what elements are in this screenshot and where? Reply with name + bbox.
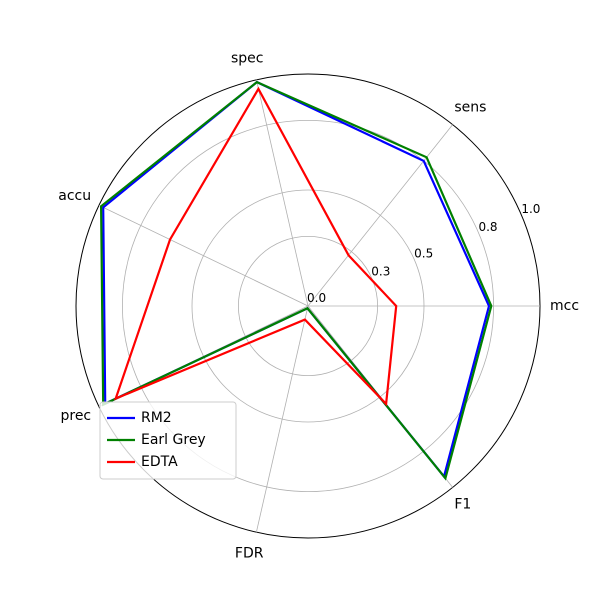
axis-label-mcc: mcc [550,298,579,314]
legend-item: Earl Grey [107,432,206,448]
spoke-fdr [255,305,309,533]
series-line-earl-grey [99,80,493,481]
axis-label-sens: sens [454,99,486,115]
axis-label-prec: prec [60,408,91,424]
tick-label: 1.0 [521,202,540,216]
legend: RM2 Earl Grey EDTA [99,401,237,480]
legend-item: RM2 [107,410,172,426]
legend-label: RM2 [141,410,172,426]
legend-item: EDTA [107,454,178,470]
tick-label: 0.3 [371,264,390,278]
radial-tick-labels: 0.0 0.3 0.5 0.8 1.0 [307,202,540,305]
axis-label-accu: accu [58,188,91,204]
data-series [99,80,493,481]
legend-label: Earl Grey [141,432,206,448]
series-line-edta [113,86,398,407]
axis-label-fdr: FDR [235,546,264,562]
legend-frame [99,401,237,480]
legend-label: EDTA [141,454,178,470]
axis-label-spec: spec [231,50,264,66]
spoke-spec [255,79,309,307]
series-edta [113,86,398,407]
tick-label: 0.8 [478,220,497,234]
spoke-accu [98,204,309,307]
tick-label: 0.0 [307,291,326,305]
spoke-sens [307,124,453,307]
axis-label-f1: F1 [454,497,471,513]
axis-labels: mcc sens spec accu prec FDR F1 [58,50,579,561]
tick-label: 0.5 [414,247,433,261]
